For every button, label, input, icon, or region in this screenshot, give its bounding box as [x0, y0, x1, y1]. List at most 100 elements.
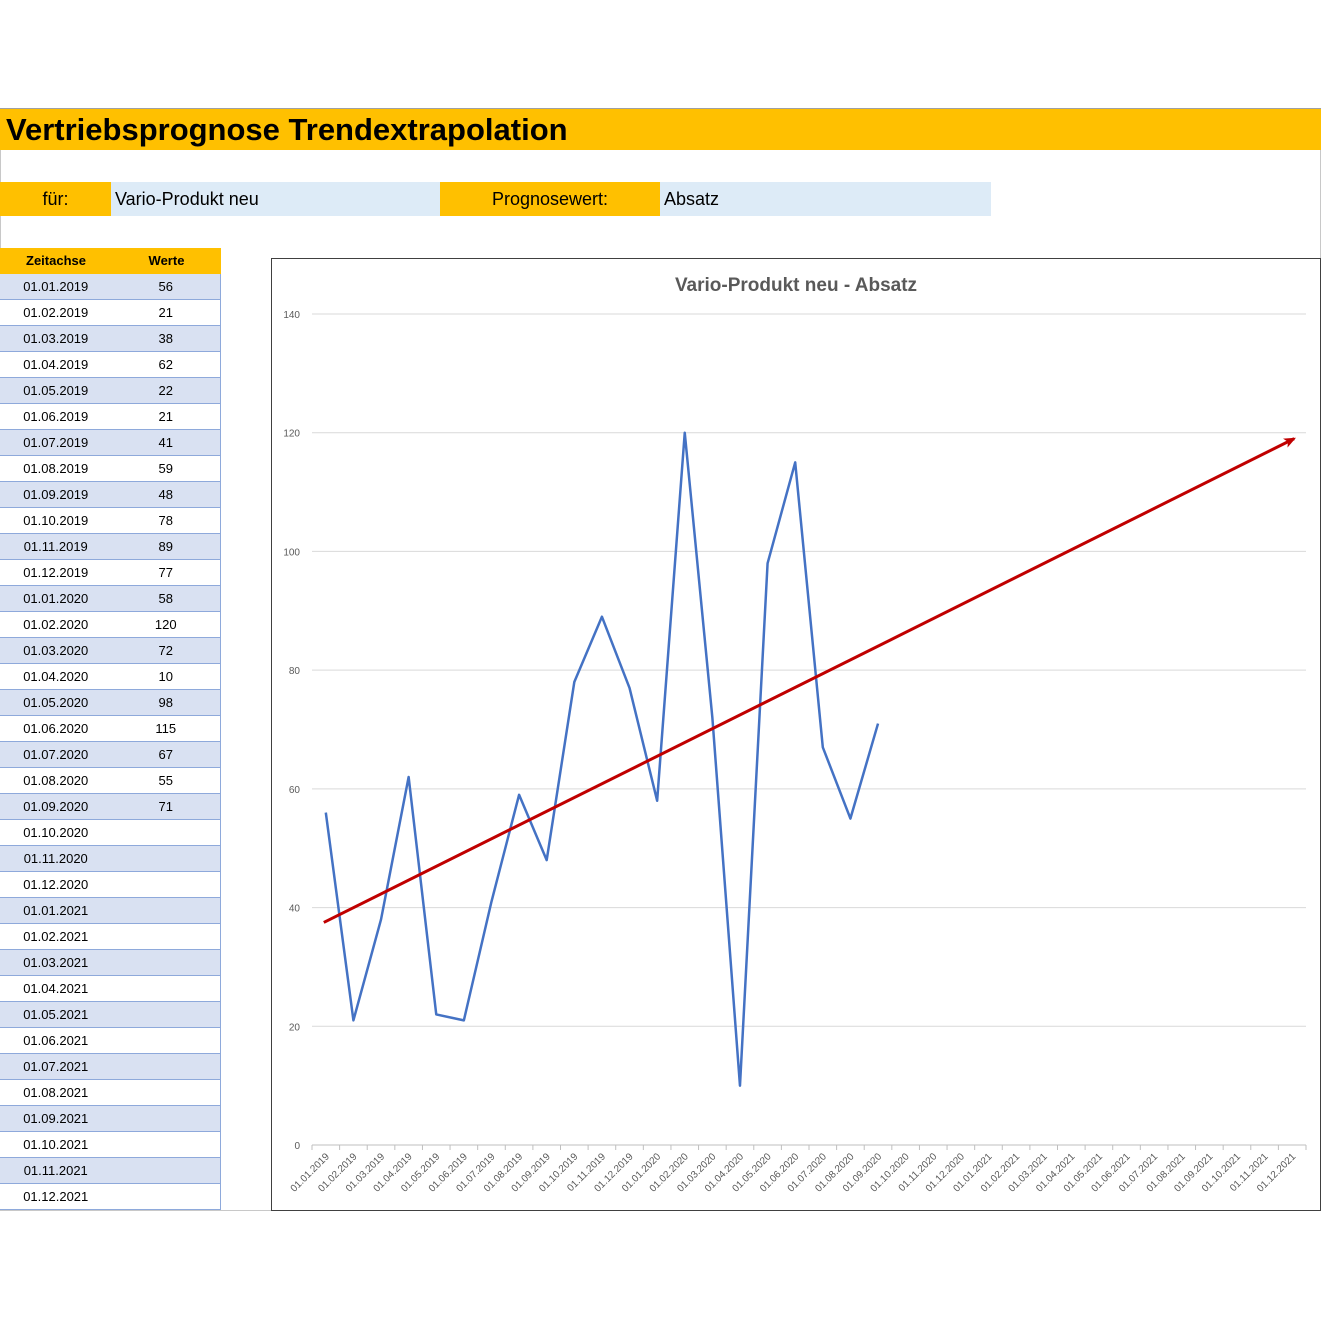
date-cell[interactable]: 01.09.2019	[23, 487, 89, 502]
value-cell[interactable]	[112, 872, 221, 897]
value-cell[interactable]	[112, 1054, 221, 1079]
date-cell[interactable]: 01.04.2019	[23, 357, 89, 372]
date-cell[interactable]: 01.10.2021	[23, 1137, 89, 1152]
date-cell[interactable]: 01.11.2020	[23, 851, 88, 866]
date-cell[interactable]: 01.05.2021	[23, 1007, 89, 1022]
date-cell[interactable]: 01.06.2019	[23, 409, 89, 424]
date-cell[interactable]: 01.06.2021	[23, 1033, 89, 1048]
value-cell[interactable]: 10	[158, 669, 173, 684]
table-row: 01.09.2021	[0, 1106, 221, 1132]
date-cell[interactable]: 01.01.2020	[23, 591, 89, 606]
value-cell[interactable]: 71	[158, 799, 173, 814]
date-cell[interactable]: 01.07.2020	[23, 747, 89, 762]
page-title: Vertriebsprognose Trendextrapolation	[6, 112, 568, 147]
prognose-label: Prognosewert:	[440, 182, 660, 216]
date-cell[interactable]: 01.12.2021	[23, 1189, 89, 1204]
date-cell[interactable]: 01.11.2021	[23, 1163, 88, 1178]
value-cell[interactable]	[112, 820, 221, 845]
table-row: 01.10.2019 78	[0, 508, 221, 534]
table-header: Zeitachse Werte	[0, 248, 221, 274]
value-cell[interactable]	[112, 1132, 221, 1157]
value-cell[interactable]: 89	[158, 539, 173, 554]
value-cell[interactable]	[112, 950, 221, 975]
date-cell[interactable]: 01.01.2019	[23, 279, 89, 294]
value-cell[interactable]: 58	[158, 591, 173, 606]
y-tick-label: 120	[283, 429, 300, 440]
value-cell[interactable]: 55	[158, 773, 173, 788]
date-cell[interactable]: 01.09.2021	[23, 1111, 89, 1126]
value-cell[interactable]	[112, 1080, 221, 1105]
table-row: 01.03.2020 72	[0, 638, 221, 664]
table-row: 01.02.2021	[0, 924, 221, 950]
value-cell[interactable]	[112, 1184, 221, 1209]
y-tick-label: 0	[294, 1141, 300, 1152]
chart[interactable]: Vario-Produkt neu - Absatz 0 20 40 60 80 100 1…	[271, 258, 1321, 1211]
value-cell[interactable]: 21	[158, 409, 173, 424]
value-cell[interactable]: 62	[158, 357, 173, 372]
table-row: 01.08.2020 55	[0, 768, 221, 794]
date-cell[interactable]: 01.03.2019	[23, 331, 89, 346]
fuer-value-cell[interactable]: Vario-Produkt neu	[111, 182, 440, 216]
value-cell[interactable]: 38	[158, 331, 173, 346]
value-cell[interactable]: 98	[158, 695, 173, 710]
prognose-value-cell[interactable]: Absatz	[660, 182, 991, 216]
table-row: 01.09.2019 48	[0, 482, 221, 508]
y-tick-label: 40	[289, 904, 301, 915]
value-cell[interactable]: 48	[158, 487, 173, 502]
value-cell[interactable]: 78	[158, 513, 173, 528]
table-row: 01.04.2019 62	[0, 352, 221, 378]
table-row: 01.12.2020	[0, 872, 221, 898]
date-cell[interactable]: 01.02.2021	[23, 929, 89, 944]
value-cell[interactable]: 77	[158, 565, 173, 580]
value-cell[interactable]: 21	[158, 305, 173, 320]
date-cell[interactable]: 01.03.2021	[23, 955, 89, 970]
date-cell[interactable]: 01.02.2019	[23, 305, 89, 320]
value-cell[interactable]	[112, 976, 221, 1001]
value-cell[interactable]	[112, 1028, 221, 1053]
date-cell[interactable]: 01.10.2019	[23, 513, 89, 528]
date-cell[interactable]: 01.11.2019	[23, 539, 88, 554]
date-cell[interactable]: 01.05.2020	[23, 695, 89, 710]
date-cell[interactable]: 01.04.2020	[23, 669, 89, 684]
date-cell[interactable]: 01.02.2020	[23, 617, 89, 632]
value-cell[interactable]	[112, 1002, 221, 1027]
value-cell[interactable]: 56	[158, 279, 173, 294]
date-cell[interactable]: 01.07.2019	[23, 435, 89, 450]
table-row: 01.08.2019 59	[0, 456, 221, 482]
column-header-zeitachse: Zeitachse	[26, 253, 86, 268]
date-cell[interactable]: 01.10.2020	[23, 825, 89, 840]
data-table: Zeitachse Werte 01.01.2019 56 01.02.2019 21…	[0, 248, 221, 1210]
date-cell[interactable]: 01.08.2019	[23, 461, 89, 476]
value-cell[interactable]	[112, 1106, 221, 1131]
value-cell[interactable]	[112, 898, 221, 923]
table-row: 01.05.2019 22	[0, 378, 221, 404]
table-row: 01.01.2019 56	[0, 274, 221, 300]
date-cell[interactable]: 01.06.2020	[23, 721, 89, 736]
chart-svg: Vario-Produkt neu - Absatz 0 20 40 60 80 100 1…	[283, 275, 1307, 1195]
date-cell[interactable]: 01.07.2021	[23, 1059, 89, 1074]
y-tick-label: 140	[283, 310, 300, 321]
table-row: 01.06.2021	[0, 1028, 221, 1054]
date-cell[interactable]: 01.04.2021	[23, 981, 89, 996]
date-cell[interactable]: 01.08.2021	[23, 1085, 89, 1100]
value-cell[interactable]: 115	[155, 721, 177, 736]
table-row: 01.09.2020 71	[0, 794, 221, 820]
date-cell[interactable]: 01.05.2019	[23, 383, 89, 398]
value-cell[interactable]: 120	[154, 617, 177, 632]
value-cell[interactable]: 41	[158, 435, 173, 450]
value-cell[interactable]: 67	[158, 747, 173, 762]
date-cell[interactable]: 01.09.2020	[23, 799, 89, 814]
date-cell[interactable]: 01.12.2020	[23, 877, 89, 892]
value-cell[interactable]	[112, 1158, 221, 1183]
table-row: 01.03.2019 38	[0, 326, 221, 352]
date-cell[interactable]: 01.01.2021	[23, 903, 89, 918]
value-cell[interactable]	[112, 924, 221, 949]
value-cell[interactable]: 22	[158, 383, 173, 398]
date-cell[interactable]: 01.08.2020	[23, 773, 89, 788]
trend-arrow	[323, 437, 1296, 924]
value-cell[interactable]	[112, 846, 221, 871]
value-cell[interactable]: 72	[158, 643, 173, 658]
value-cell[interactable]: 59	[158, 461, 173, 476]
date-cell[interactable]: 01.03.2020	[23, 643, 89, 658]
date-cell[interactable]: 01.12.2019	[23, 565, 89, 580]
